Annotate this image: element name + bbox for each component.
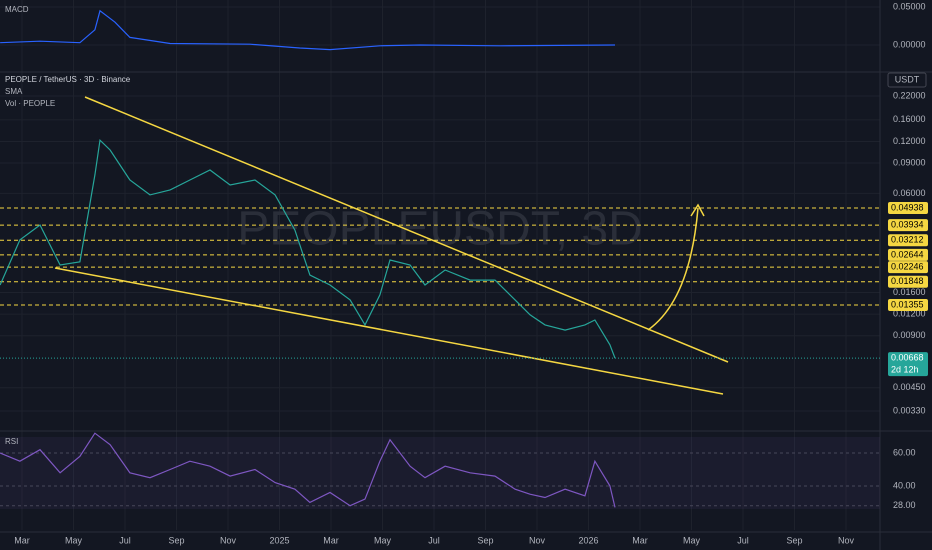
- symbol-title: PEOPLE / TetherUS · 3D · Binance: [5, 75, 131, 84]
- arrow-head: [690, 203, 705, 217]
- y-tick-label: 60.00: [893, 447, 916, 457]
- x-tick-label: Jul: [737, 535, 749, 545]
- currency[interactable]: USDT: [895, 74, 920, 84]
- series-line: [0, 432, 616, 508]
- y-tick-label: 0.09000: [893, 157, 926, 167]
- last-price-box: [888, 352, 928, 377]
- arrow: [647, 207, 699, 331]
- level-label: 0.01355: [891, 299, 924, 309]
- level-label-box: [888, 275, 928, 288]
- x-tick-label: Mar: [632, 535, 648, 545]
- level-label-box: [888, 234, 928, 247]
- level-label: 0.02644: [891, 249, 924, 259]
- y-tick-label: 0.01200: [893, 309, 926, 319]
- x-tick-label: Jul: [119, 535, 131, 545]
- x-tick-label: Nov: [529, 535, 546, 545]
- x-tick-label: May: [374, 535, 392, 545]
- x-tick-label: Nov: [220, 535, 237, 545]
- panel-title: RSI: [5, 437, 18, 446]
- currency-box[interactable]: [887, 72, 927, 88]
- last-price: 0.00668: [891, 352, 924, 362]
- x-tick-label: May: [65, 535, 83, 545]
- countdown: 2d 12h: [891, 364, 919, 374]
- y-tick-label: 0.12000: [893, 136, 926, 146]
- x-tick-label: Sep: [477, 535, 493, 545]
- level-label: 0.03212: [891, 235, 924, 245]
- y-tick-label: 0.00900: [893, 330, 926, 340]
- y-tick-label: 0.00330: [893, 405, 926, 415]
- x-tick-label: Sep: [168, 535, 184, 545]
- volume-label: Vol · PEOPLE: [5, 99, 55, 108]
- panel-title: MACD: [5, 5, 29, 14]
- y-tick-label: 0.05000: [893, 1, 926, 11]
- indicator-label: SMA: [5, 87, 23, 96]
- x-tick-label: Mar: [323, 535, 339, 545]
- series-line: [0, 138, 616, 359]
- level-label-box: [888, 219, 928, 232]
- watermark: PEOPLEUSDT, 3D: [237, 203, 642, 256]
- x-tick-label: May: [683, 535, 701, 545]
- trendline: [54, 267, 724, 395]
- y-tick-label: 28.00: [893, 500, 916, 510]
- x-tick-label: 2026: [578, 535, 598, 545]
- y-tick-label: 0.06000: [893, 188, 926, 198]
- trendline: [84, 96, 729, 363]
- y-tick-label: 40.00: [893, 480, 916, 490]
- x-tick-label: Mar: [14, 535, 30, 545]
- y-tick-label: 0.01600: [893, 287, 926, 297]
- level-label: 0.02246: [891, 261, 924, 271]
- x-tick-label: 2025: [269, 535, 289, 545]
- level-label-box: [888, 299, 928, 312]
- y-tick-label: 0.22000: [893, 90, 926, 100]
- series-line: [0, 9, 616, 51]
- x-tick-label: Sep: [787, 535, 803, 545]
- y-tick-label: 0.16000: [893, 114, 926, 124]
- level-label: 0.03934: [891, 219, 924, 229]
- x-tick-label: Jul: [428, 535, 440, 545]
- y-tick-label: 0.00000: [893, 39, 926, 49]
- level-label: 0.04938: [891, 202, 924, 212]
- level-label-box: [888, 202, 928, 215]
- level-label-box: [888, 261, 928, 274]
- y-tick-label: 0.00450: [893, 382, 926, 392]
- x-tick-label: Nov: [838, 535, 855, 545]
- rsi-band: [0, 437, 880, 509]
- level-label: 0.01848: [891, 276, 924, 286]
- level-label-box: [888, 248, 928, 261]
